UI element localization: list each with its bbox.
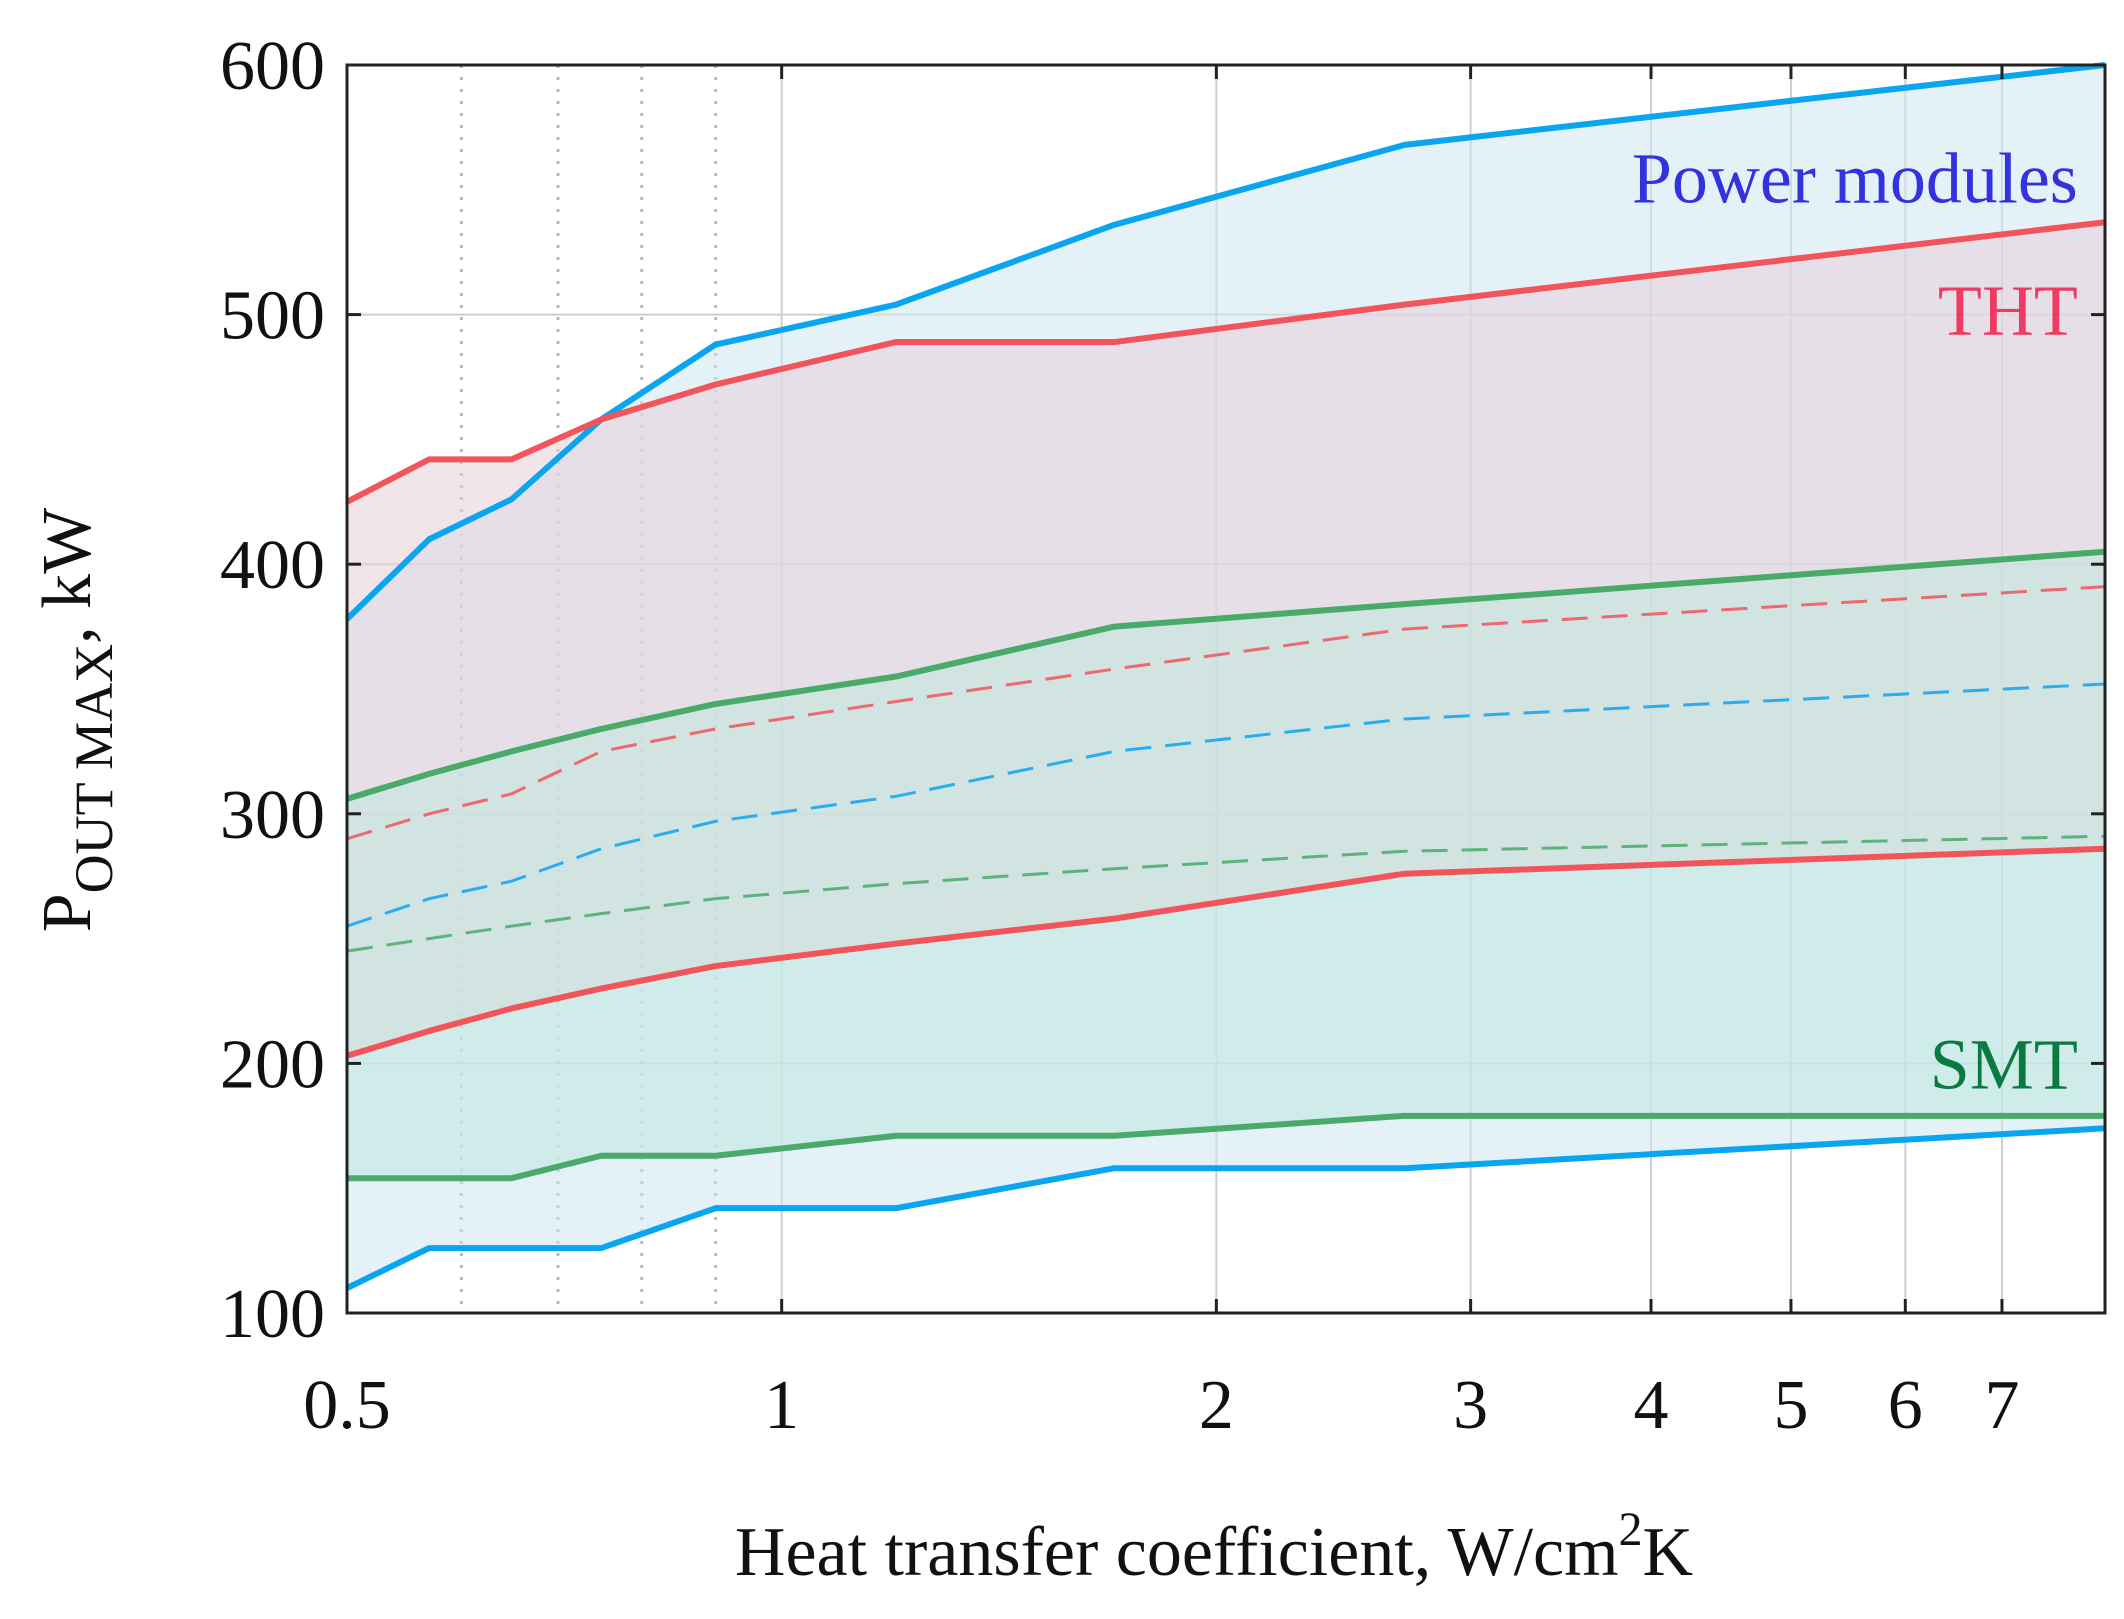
- series-annotations: Power modules THT SMT: [1632, 138, 2078, 1104]
- x-tick-label: 3: [1453, 1367, 1488, 1444]
- annotation-pm: Power modules: [1632, 138, 2078, 218]
- y-tick-label: 100: [220, 1276, 325, 1353]
- band-fill-smt: [347, 551, 2105, 1179]
- x-tick-label: 7: [1984, 1367, 2019, 1444]
- lower-line-smt: [347, 1112, 2105, 1182]
- x-tick-label: 1: [764, 1367, 799, 1444]
- lower-line-pm: [345, 1125, 2106, 1291]
- y-tick-label: 400: [220, 527, 325, 604]
- y-tick-label: 200: [220, 1026, 325, 1103]
- upper-line-pm: [344, 62, 2106, 622]
- median-line-smt: [346, 834, 2106, 953]
- x-tick-label: 4: [1634, 1367, 1669, 1444]
- y-tick-label: 500: [220, 278, 325, 355]
- x-tick-label: 5: [1773, 1367, 1808, 1444]
- upper-line-tht: [345, 219, 2106, 505]
- x-tick-label: 0.5: [303, 1367, 391, 1444]
- x-tick-label: 6: [1888, 1367, 1923, 1444]
- y-tick-label: 600: [220, 28, 325, 105]
- y-axis-title-group: POUT MAX, kW: [29, 508, 124, 933]
- plot-frame: [345, 63, 2107, 1315]
- median-line-tht: [346, 585, 2106, 841]
- axis-ticks: [345, 63, 2105, 1315]
- y-tick-label: 300: [220, 777, 325, 854]
- annotation-tht: THT: [1938, 271, 2078, 351]
- median-line-pm: [346, 682, 2106, 928]
- x-tick-label: 2: [1199, 1367, 1234, 1444]
- x-axis-title: Heat transfer coefficient, W/cm2K: [735, 1503, 1693, 1591]
- band-fills: [347, 65, 2105, 1289]
- bound-lines: [344, 62, 2106, 1291]
- annotation-smt: SMT: [1930, 1024, 2078, 1104]
- x-tick-labels: 0.5 1 2 3 4 5 6 7: [303, 1367, 2019, 1444]
- upper-line-smt: [346, 548, 2106, 802]
- lower-line-tht: [346, 845, 2106, 1059]
- y-tick-labels: 100 200 300 400 500 600: [220, 28, 325, 1353]
- y-axis-title: POUT MAX, kW: [29, 508, 124, 933]
- median-lines: [346, 585, 2106, 953]
